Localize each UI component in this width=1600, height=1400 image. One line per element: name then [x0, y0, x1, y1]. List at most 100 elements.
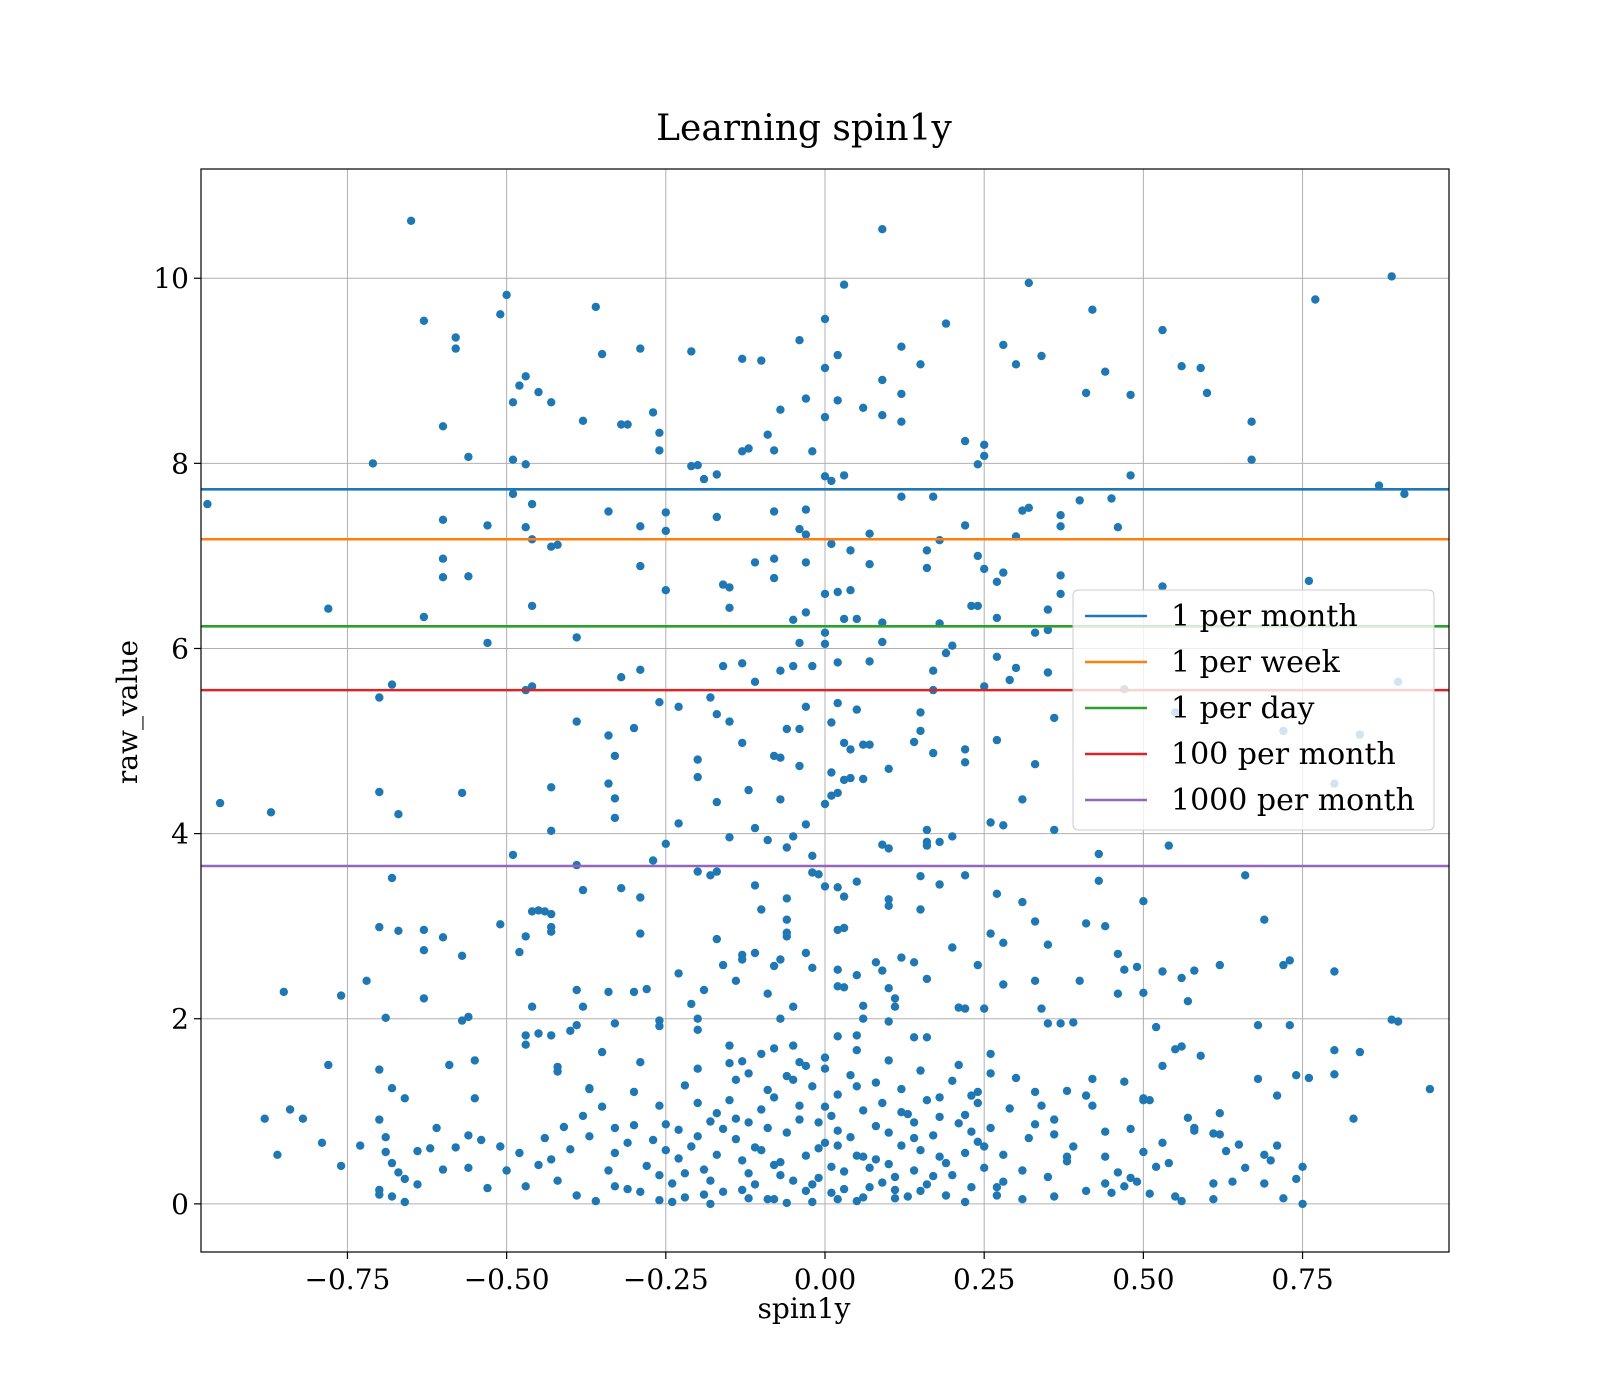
- data-point: [839, 775, 849, 785]
- data-point: [750, 881, 760, 890]
- data-point: [738, 659, 747, 668]
- data-point: [336, 991, 346, 1000]
- data-point: [438, 1165, 448, 1174]
- data-point: [534, 1160, 543, 1170]
- data-point: [795, 1058, 804, 1067]
- data-point: [789, 1176, 798, 1185]
- data-point: [757, 1146, 766, 1155]
- data-point: [699, 985, 709, 995]
- data-point: [578, 1111, 588, 1121]
- data-point: [808, 1180, 817, 1189]
- data-point: [260, 1114, 269, 1123]
- data-point: [757, 905, 766, 914]
- data-point: [922, 563, 932, 573]
- data-point: [547, 783, 556, 792]
- data-point: [636, 1187, 645, 1197]
- data-point: [642, 984, 651, 994]
- data-point: [757, 1105, 766, 1114]
- data-point: [1292, 1174, 1301, 1184]
- data-point: [1292, 1071, 1301, 1080]
- data-point: [1158, 1061, 1167, 1071]
- data-point: [935, 880, 944, 889]
- data-point: [1107, 1188, 1116, 1198]
- data-point: [782, 1198, 791, 1208]
- data-point: [604, 1166, 613, 1175]
- data-point: [699, 1190, 709, 1199]
- data-point: [706, 1176, 715, 1185]
- data-point: [1171, 1045, 1180, 1054]
- data-point: [1018, 506, 1027, 515]
- data-point: [750, 1180, 760, 1189]
- data-point: [1139, 988, 1148, 997]
- data-point: [636, 929, 645, 938]
- data-point: [916, 872, 925, 881]
- data-point: [547, 909, 556, 919]
- data-point: [839, 280, 849, 289]
- data-point: [884, 895, 893, 904]
- data-point: [566, 1145, 575, 1154]
- data-point: [553, 1176, 562, 1185]
- data-point: [776, 1014, 785, 1023]
- data-point: [878, 375, 887, 385]
- data-point: [999, 1177, 1008, 1186]
- data-point: [897, 342, 906, 351]
- data-point: [273, 1150, 282, 1160]
- data-point: [744, 444, 753, 453]
- data-point: [999, 1150, 1008, 1160]
- data-point: [508, 850, 518, 860]
- data-point: [1037, 351, 1046, 361]
- data-point: [661, 1120, 670, 1129]
- data-point: [534, 1029, 543, 1038]
- data-point: [973, 960, 982, 970]
- data-point: [1062, 1086, 1072, 1096]
- data-point: [960, 871, 970, 880]
- data-point: [457, 1016, 467, 1025]
- legend-label: 1 per day: [1171, 691, 1315, 726]
- data-point: [738, 354, 747, 363]
- data-point: [897, 1084, 906, 1094]
- legend-label: 1 per month: [1171, 599, 1358, 634]
- data-point: [203, 499, 212, 509]
- data-point: [438, 554, 448, 563]
- data-point: [502, 1166, 511, 1175]
- data-point: [884, 1056, 893, 1065]
- legend: 1 per month 1 per week 1 per day 100 per mo…: [1072, 589, 1435, 831]
- data-point: [897, 1141, 906, 1150]
- data-point: [820, 1102, 830, 1111]
- data-point: [878, 225, 887, 234]
- data-point: [833, 788, 842, 798]
- data-point: [1311, 295, 1320, 304]
- data-point: [967, 1183, 976, 1192]
- data-point: [897, 953, 906, 962]
- data-point: [655, 1021, 664, 1031]
- data-point: [1101, 1179, 1110, 1188]
- data-point: [820, 882, 830, 891]
- data-point: [1253, 1074, 1263, 1084]
- data-point: [674, 1125, 683, 1135]
- data-point: [795, 336, 804, 345]
- data-point: [655, 1196, 664, 1205]
- x-tick-label: 0.25: [953, 1263, 1015, 1296]
- data-point: [1113, 523, 1123, 532]
- data-point: [381, 1133, 390, 1142]
- data-point: [317, 1138, 327, 1148]
- data-point: [801, 558, 811, 567]
- data-point: [457, 788, 467, 798]
- data-point: [801, 702, 811, 711]
- data-point: [687, 999, 696, 1009]
- data-point: [808, 447, 817, 456]
- data-point: [814, 870, 823, 879]
- data-point: [980, 564, 989, 574]
- data-point: [808, 1197, 817, 1207]
- data-point: [661, 1146, 670, 1155]
- data-point: [738, 1057, 747, 1066]
- data-point: [750, 1143, 760, 1152]
- data-point: [1164, 841, 1174, 850]
- data-point: [916, 708, 925, 717]
- data-point: [668, 1179, 677, 1188]
- data-point: [1094, 876, 1104, 885]
- data-point: [604, 779, 613, 788]
- data-point: [534, 387, 543, 397]
- data-point: [375, 1115, 384, 1124]
- data-point: [973, 551, 982, 561]
